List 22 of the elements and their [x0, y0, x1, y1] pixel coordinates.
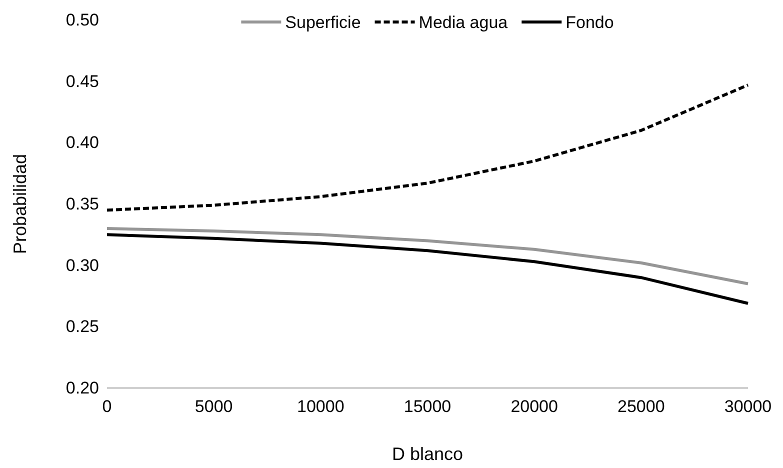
x-tick-label: 0 — [102, 397, 112, 416]
x-tick-label: 5000 — [194, 397, 233, 416]
y-tick-label: 0.45 — [66, 72, 99, 91]
legend-label: Superficie — [285, 13, 361, 32]
line-series — [106, 227, 750, 286]
y-tick-label: 0.50 — [66, 10, 99, 30]
line-series — [106, 84, 750, 212]
x-tick-label: 15000 — [404, 397, 452, 416]
x-tick-label: 30000 — [724, 397, 772, 416]
y-tick-label: 0.40 — [66, 133, 99, 152]
x-tick-label: 25000 — [618, 397, 665, 416]
y-tick-label: 0.30 — [66, 256, 99, 275]
legend-label: Fondo — [566, 13, 614, 32]
y-tick-label: 0.25 — [66, 317, 99, 336]
line-series — [106, 233, 750, 305]
x-tick-label: 20000 — [510, 397, 558, 416]
y-tick-label: 0.35 — [66, 194, 99, 214]
x-axis-title: D blanco — [392, 444, 464, 464]
y-axis-title: Probabilidad — [10, 154, 30, 254]
legend-label: Media agua — [418, 13, 508, 32]
x-tick-label: 10000 — [297, 397, 344, 416]
y-tick-label: 0.20 — [66, 378, 99, 398]
